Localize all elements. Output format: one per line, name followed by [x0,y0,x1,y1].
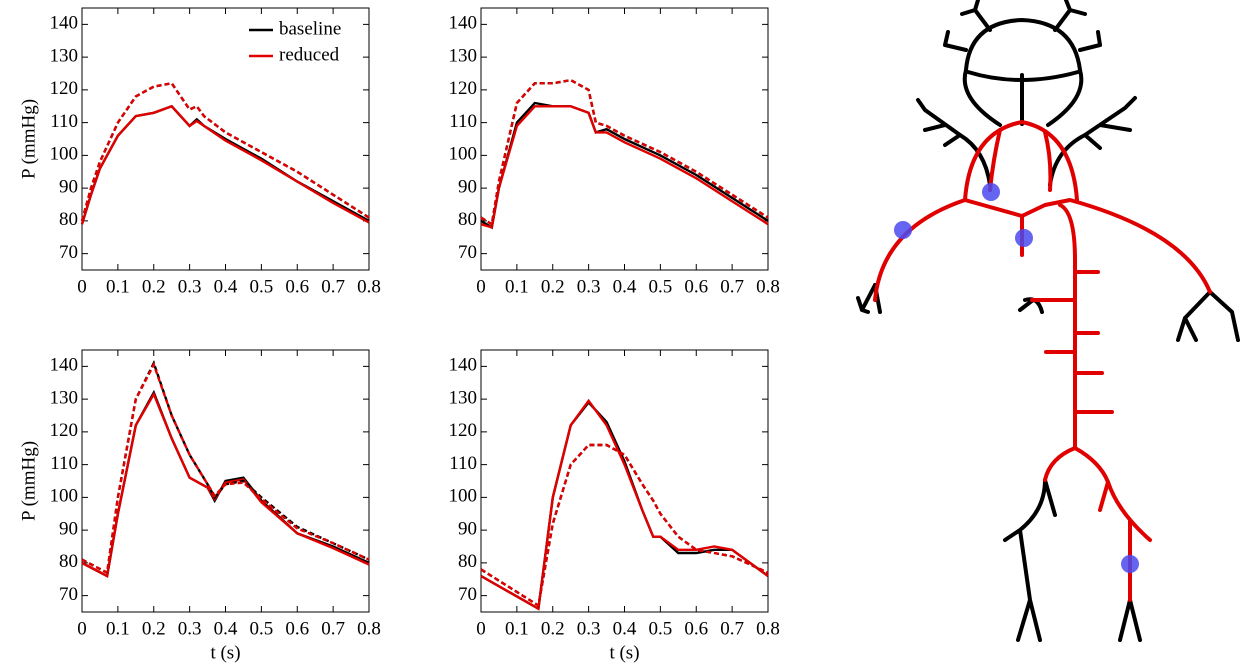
series-line [80,81,370,222]
y-tick-label: 80 [458,209,477,230]
x-axis-label: t (s) [210,642,240,663]
series-line [480,443,769,608]
y-tick-label: 140 [50,355,79,376]
y-tick-label: 130 [449,387,478,408]
x-tick-label: 0.6 [684,276,708,297]
x-tick-label: 0.5 [649,276,673,297]
x-axis-label: t (s) [609,642,639,663]
arterial-tree [856,0,1240,642]
x-tick-label: 0.4 [214,276,238,297]
x-tick-label: 0.6 [285,618,309,639]
y-tick-label: 100 [50,144,79,165]
x-tick-label: 0.7 [321,618,345,639]
x-tick-label: 0.4 [613,276,637,297]
x-tick-label: 0.2 [541,276,565,297]
y-axis-label: P (mmHg) [18,441,39,521]
y-tick-label: 90 [458,176,477,197]
series-line [480,400,769,611]
series-line [480,443,769,608]
x-tick-label: 0.6 [684,618,708,639]
series-line [80,81,370,222]
x-tick-label: 0.2 [142,618,166,639]
y-tick-label: 120 [449,78,478,99]
x-tick-label: 0.3 [577,618,601,639]
y-tick-label: 90 [59,176,78,197]
y-tick-label: 120 [50,420,79,441]
y-tick-label: 130 [50,45,79,66]
series-line [80,104,370,225]
y-tick-label: 80 [59,209,78,230]
x-tick-label: 0.5 [250,618,274,639]
y-tick-label: 120 [50,78,79,99]
y-tick-label: 70 [59,584,78,605]
x-tick-label: 0.8 [357,618,381,639]
x-tick-label: 0.7 [720,276,744,297]
x-tick-label: 0 [476,276,486,297]
y-tick-label: 100 [449,144,478,165]
x-tick-label: 0.7 [720,618,744,639]
y-tick-label: 100 [50,486,79,507]
series-line [81,391,370,578]
y-tick-label: 90 [458,518,477,539]
y-tick-label: 110 [449,453,477,474]
y-tick-label: 70 [458,242,477,263]
x-tick-label: 0 [77,276,87,297]
y-tick-label: 110 [449,111,477,132]
y-tick-label: 70 [59,242,78,263]
y-tick-label: 90 [59,518,78,539]
x-tick-label: 0.3 [577,276,601,297]
x-tick-label: 0 [77,618,87,639]
series-line [480,398,769,611]
y-tick-label: 110 [50,453,78,474]
x-tick-label: 0.1 [505,276,529,297]
y-tick-label: 130 [50,387,79,408]
x-tick-label: 0.4 [613,618,637,639]
x-tick-label: 0.1 [106,276,130,297]
y-tick-label: 140 [449,355,478,376]
x-tick-label: 0.8 [357,276,381,297]
legend-label: baseline [279,18,341,39]
series-line [480,78,769,227]
x-tick-label: 0.6 [285,276,309,297]
x-tick-label: 0.4 [214,618,238,639]
y-tick-label: 80 [59,551,78,572]
y-axis-label: P (mmHg) [18,99,39,179]
x-tick-label: 0.7 [321,276,345,297]
series-line [480,105,769,229]
series-line [80,104,370,225]
x-tick-label: 0.8 [756,618,780,639]
x-tick-label: 0.1 [106,618,130,639]
series-line [81,361,370,575]
series-line [480,78,769,227]
x-tick-label: 0.3 [178,276,202,297]
x-tick-label: 0.5 [250,276,274,297]
y-tick-label: 130 [449,45,478,66]
x-tick-label: 0.3 [178,618,202,639]
x-tick-label: 0.5 [649,618,673,639]
x-tick-label: 0.2 [541,618,565,639]
x-tick-label: 0 [476,618,486,639]
x-tick-label: 0.2 [142,276,166,297]
y-tick-label: 140 [50,13,79,34]
plot-frame [480,349,769,613]
y-tick-label: 140 [449,13,478,34]
series-line [480,101,769,230]
y-tick-label: 110 [50,111,78,132]
y-tick-label: 120 [449,420,478,441]
x-tick-label: 0.1 [505,618,529,639]
y-tick-label: 100 [449,486,478,507]
y-tick-label: 80 [458,551,477,572]
legend-label: reduced [279,44,340,65]
x-tick-label: 0.8 [756,276,780,297]
y-tick-label: 70 [458,584,477,605]
